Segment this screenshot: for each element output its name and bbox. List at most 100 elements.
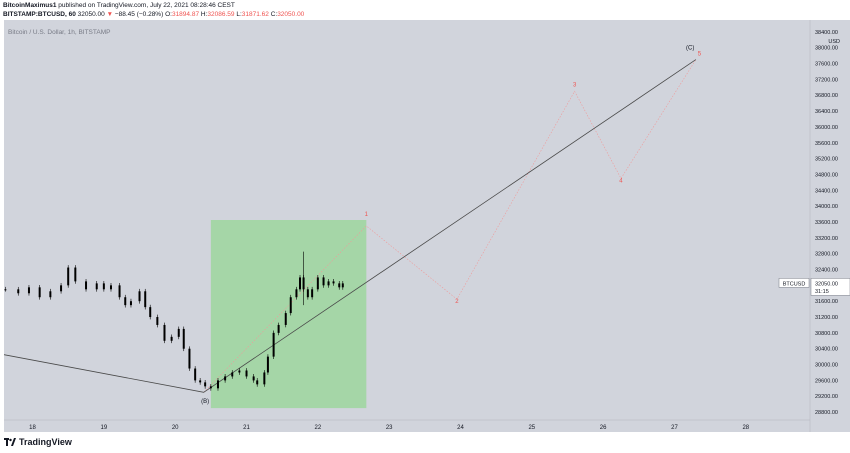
publish-line: BitcoinMaximus1 published on TradingView… — [3, 1, 235, 11]
tradingview-logo[interactable]: TradingView — [4, 437, 72, 447]
y-tick-label: 30400.00 — [815, 347, 838, 353]
published-text: published on TradingView.com, July 22, 2… — [58, 2, 235, 9]
candle-body — [17, 289, 20, 294]
candle-body — [338, 283, 341, 288]
candle-body — [95, 283, 98, 290]
symbol-badge[interactable] — [778, 278, 810, 288]
price-chart[interactable]: Bitcoin / U.S. Dollar, 1h, BITSTAMP (B) 1 2… — [0, 20, 850, 433]
close-label: C: — [270, 11, 278, 18]
candle-body — [204, 382, 207, 387]
wave-label: 3 — [573, 83, 577, 89]
y-tick-label: 36400.00 — [815, 109, 838, 115]
y-tick-label: 30000.00 — [815, 363, 838, 369]
candle-body — [316, 277, 319, 290]
y-axis — [810, 20, 850, 432]
tradingview-logo-text: TradingView — [19, 437, 72, 447]
wave-label: 1 — [365, 212, 369, 218]
y-tick-label: 29200.00 — [815, 394, 838, 400]
candle-body — [245, 370, 248, 377]
candle-body — [194, 368, 197, 381]
candle-body — [156, 317, 159, 325]
symbol-line[interactable]: BITSTAMP:BTCUSD, 60 — [3, 11, 76, 18]
candle-body — [85, 281, 88, 290]
last-price-badge[interactable] — [810, 278, 850, 296]
candle-body — [67, 267, 70, 286]
last-price-value: 32050.00 — [815, 281, 838, 287]
x-tick-label: 19 — [101, 425, 108, 431]
plot-background[interactable] — [4, 20, 810, 420]
candle-body — [129, 301, 132, 306]
wave-label: 5 — [698, 52, 702, 58]
candle-body — [263, 372, 266, 385]
wave-label: (C) — [686, 46, 694, 52]
candle-body — [256, 380, 259, 385]
candle-body — [4, 289, 7, 291]
y-tick-label: 34000.00 — [815, 204, 838, 210]
x-tick-label: 24 — [457, 425, 464, 431]
last-price-countdown: 31:15 — [815, 289, 829, 295]
y-tick-label: 32800.00 — [815, 252, 838, 258]
y-tick-label: 30800.00 — [815, 331, 838, 337]
trend-line[interactable] — [3, 59, 697, 393]
wave-label: 4 — [619, 178, 623, 184]
y-tick-label: 34400.00 — [815, 188, 838, 194]
candle-body — [231, 372, 234, 377]
x-tick-label: 23 — [386, 425, 393, 431]
close-value: 32050.00 — [277, 11, 305, 18]
y-tick-label: 33200.00 — [815, 236, 838, 242]
tradingview-logo-icon — [4, 438, 16, 446]
candle-body — [102, 283, 105, 290]
footer: TradingView — [0, 433, 850, 453]
candle-body — [224, 376, 227, 381]
candle-body — [170, 336, 173, 341]
y-tick-label: 38400.00 — [815, 30, 838, 36]
candle-body — [144, 291, 147, 308]
y-tick-label: 28800.00 — [815, 410, 838, 416]
candle-body — [38, 287, 41, 298]
author-name[interactable]: BitcoinMaximus1 — [3, 2, 57, 9]
candle-body — [252, 376, 255, 381]
y-tick-label: 31200.00 — [815, 315, 838, 321]
x-tick-label: 18 — [29, 425, 36, 431]
candle-body — [209, 386, 212, 389]
candle-body — [272, 332, 275, 357]
candle-body — [289, 297, 292, 314]
candle-body — [311, 289, 314, 298]
y-tick-label: 36000.00 — [815, 125, 838, 131]
wave-label: 2 — [455, 299, 459, 305]
candle-body — [199, 380, 202, 383]
change-value: −88.45 (−0.28%) — [114, 11, 164, 18]
candle-body — [163, 324, 166, 341]
candle-body — [216, 380, 219, 389]
ohlc-line: BITSTAMP:BTCUSD, 60 32050.00 ▼ −88.45 (−… — [3, 10, 304, 20]
x-axis — [4, 420, 810, 432]
candle-body — [327, 281, 330, 286]
candle-body — [177, 328, 180, 337]
candle-body — [49, 291, 52, 298]
candle-body — [284, 313, 287, 325]
wave-projection-line[interactable] — [203, 59, 697, 393]
x-tick-label: 20 — [172, 425, 179, 431]
y-tick-label: 33600.00 — [815, 220, 838, 226]
high-label: H: — [200, 11, 208, 18]
y-tick-label: 37200.00 — [815, 77, 838, 83]
symbol-badge-text: BTCUSD — [783, 281, 806, 287]
y-tick-label: 37600.00 — [815, 62, 838, 68]
low-label: L: — [236, 11, 242, 18]
x-tick-label: 25 — [528, 425, 535, 431]
candle-body — [306, 289, 309, 298]
x-tick-label: 22 — [314, 425, 321, 431]
y-tick-label: 38000.00 — [815, 46, 838, 52]
x-tick-label: 26 — [600, 425, 607, 431]
x-tick-label: 27 — [671, 425, 678, 431]
candle-body — [295, 289, 298, 298]
wave-label: (B) — [201, 399, 209, 405]
x-tick-label: 28 — [742, 425, 749, 431]
candle-body — [74, 267, 77, 282]
candle-body — [124, 297, 127, 306]
candle-body — [341, 283, 344, 288]
candle-body — [266, 356, 269, 373]
candle-body — [238, 370, 241, 373]
candle-body — [27, 287, 30, 294]
target-box[interactable] — [210, 220, 367, 409]
